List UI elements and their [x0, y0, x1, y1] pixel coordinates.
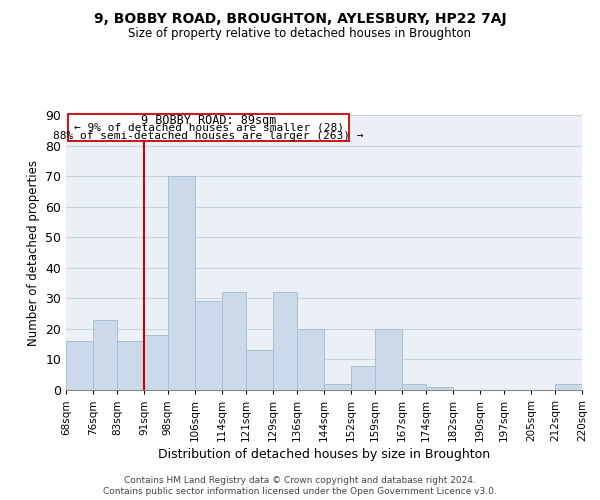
- Text: Size of property relative to detached houses in Broughton: Size of property relative to detached ho…: [128, 28, 472, 40]
- Text: 9, BOBBY ROAD, BROUGHTON, AYLESBURY, HP22 7AJ: 9, BOBBY ROAD, BROUGHTON, AYLESBURY, HP2…: [94, 12, 506, 26]
- Text: Contains HM Land Registry data © Crown copyright and database right 2024.: Contains HM Land Registry data © Crown c…: [124, 476, 476, 485]
- Bar: [375, 329, 402, 390]
- Bar: [351, 366, 375, 390]
- X-axis label: Distribution of detached houses by size in Broughton: Distribution of detached houses by size …: [158, 448, 490, 461]
- Y-axis label: Number of detached properties: Number of detached properties: [26, 160, 40, 346]
- Bar: [144, 335, 168, 390]
- Bar: [222, 292, 246, 390]
- Bar: [168, 176, 195, 390]
- FancyBboxPatch shape: [68, 114, 349, 141]
- Bar: [246, 350, 273, 390]
- Bar: [66, 341, 93, 390]
- Text: 9 BOBBY ROAD: 89sqm: 9 BOBBY ROAD: 89sqm: [141, 114, 276, 126]
- Bar: [402, 384, 426, 390]
- Text: ← 9% of detached houses are smaller (28): ← 9% of detached houses are smaller (28): [74, 123, 344, 133]
- Text: 88% of semi-detached houses are larger (263) →: 88% of semi-detached houses are larger (…: [53, 131, 364, 141]
- Text: Contains public sector information licensed under the Open Government Licence v3: Contains public sector information licen…: [103, 487, 497, 496]
- Bar: [273, 292, 297, 390]
- Bar: [117, 341, 144, 390]
- Bar: [324, 384, 351, 390]
- Bar: [555, 384, 582, 390]
- Bar: [195, 302, 222, 390]
- Bar: [93, 320, 117, 390]
- Bar: [426, 387, 453, 390]
- Bar: [297, 329, 324, 390]
